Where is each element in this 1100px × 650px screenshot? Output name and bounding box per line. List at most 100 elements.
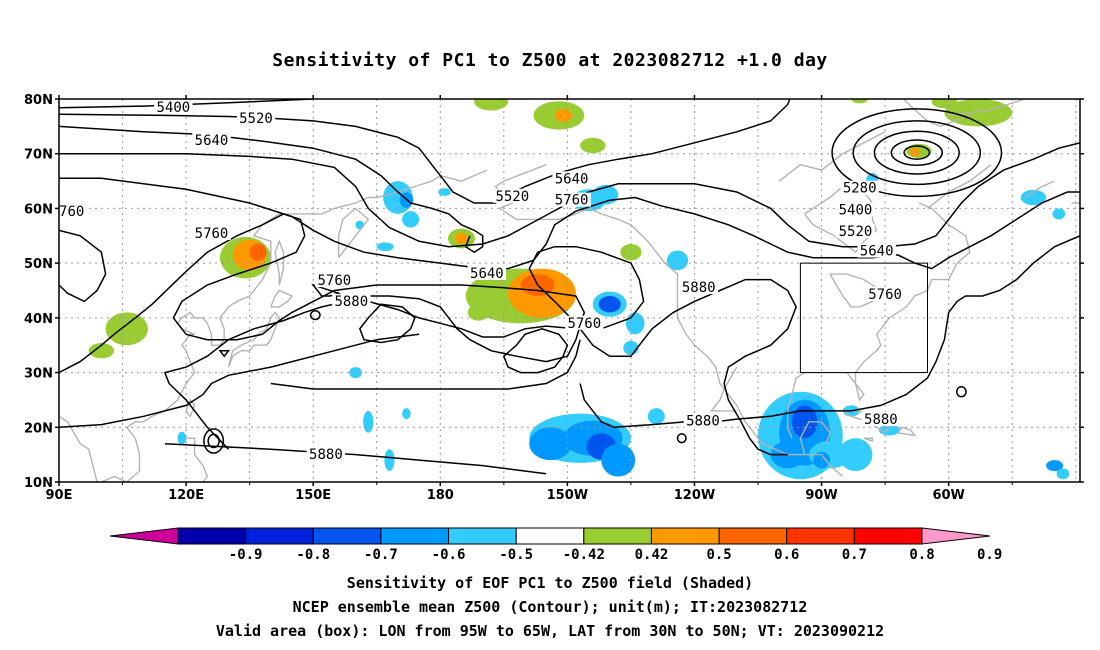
- sensitivity-patch: [105, 312, 148, 346]
- lat-tick-label: 50N: [24, 257, 53, 272]
- colorbar-label: 0.42: [635, 547, 669, 563]
- sensitivity-shading: [88, 99, 1070, 480]
- sensitivity-patch: [944, 99, 1013, 127]
- coastline: [799, 421, 831, 455]
- colorbar-end-high: [921, 527, 991, 545]
- contour-label-text: 5280: [843, 181, 877, 197]
- sensitivity-patch: [467, 304, 490, 321]
- contour-label: 5760: [865, 286, 905, 303]
- coastline: [948, 99, 1026, 117]
- lon-tick-label: 120E: [168, 488, 204, 503]
- contour-label-text: 5760: [51, 204, 85, 220]
- sensitivity-patch: [402, 408, 411, 420]
- z500-contour-line: [59, 229, 107, 303]
- colorbar-segment: [245, 527, 314, 545]
- colorbar-label: -0.8: [296, 547, 330, 563]
- contour-label-text: 5880: [864, 412, 898, 428]
- z500-contour-line: [502, 328, 569, 374]
- colorbar-segment: [380, 527, 450, 545]
- lon-tick-label: 120W: [674, 488, 715, 503]
- coastline: [778, 131, 886, 182]
- contour-label-text: 5760: [567, 316, 601, 332]
- coastline: [863, 437, 874, 442]
- contour-label: 5760: [565, 315, 604, 332]
- z500-contour-line: [873, 130, 960, 175]
- contour-label-bg: [493, 188, 532, 203]
- contour-label-bg: [192, 226, 231, 241]
- sensitivity-patch: [598, 295, 621, 313]
- colorbar-label: 0.5: [706, 547, 731, 563]
- colorbar-end-low: [109, 527, 179, 545]
- contour-label: 5520: [236, 111, 276, 127]
- colorbar-label: -0.6: [432, 547, 466, 563]
- z500-contour-line: [203, 428, 225, 454]
- valid-area-rect: [799, 262, 928, 374]
- contour-label-bg: [332, 293, 371, 308]
- caption-shading: Sensitivity of EOF PC1 to Z500 field (Sh…: [346, 574, 754, 592]
- sensitivity-patch: [601, 443, 636, 477]
- z500-contour-line: [309, 309, 321, 321]
- caption-contour: NCEP ensemble mean Z500 (Contour); unit(…: [292, 598, 808, 616]
- colorbar-label: -0.42: [563, 547, 605, 563]
- z500-contour-line: [59, 333, 420, 429]
- contour-label-text: 5760: [868, 287, 902, 303]
- coastline: [274, 239, 285, 286]
- contour-label-bg: [236, 111, 276, 126]
- contour-label-bg: [565, 315, 604, 330]
- contour-label-bg: [857, 243, 896, 258]
- sensitivity-patch: [402, 211, 420, 228]
- sensitivity-patch: [625, 312, 645, 335]
- coastline: [1024, 180, 1055, 199]
- coastline: [186, 437, 209, 482]
- caption-valid-area: Valid area (box): LON from 95W to 65W, L…: [215, 622, 885, 640]
- contour-label-text: 5760: [318, 273, 352, 289]
- contour-label-bg: [836, 202, 875, 217]
- contour-label-text: 5880: [334, 294, 368, 310]
- map-title: Sensitivity of PC1 to Z500 at 2023082712…: [272, 50, 828, 71]
- z500-contour-line: [852, 120, 982, 186]
- map-border: [58, 98, 1081, 483]
- sensitivity-patch: [851, 99, 869, 104]
- contour-label-text: 5520: [239, 111, 273, 127]
- z500-contour-line: [163, 245, 798, 456]
- contour-label-bg: [861, 412, 901, 427]
- contour-label-bg: [865, 286, 905, 301]
- z500-contour-line: [311, 283, 342, 297]
- sensitivity-patch: [1020, 189, 1047, 206]
- sensitivity-patch: [931, 99, 958, 109]
- contour-label: 5400: [836, 202, 875, 219]
- z500-contour-line: [579, 235, 1080, 429]
- z500-contour-line: [358, 303, 416, 344]
- lat-tick-label: 10N: [24, 476, 53, 491]
- colorbar-label: -0.5: [499, 547, 533, 563]
- contour-label: 5640: [552, 171, 591, 187]
- contour-label-bg: [59, 204, 87, 219]
- colorbar-segment: [786, 527, 855, 545]
- coastline: [897, 426, 917, 437]
- lon-tick-label: 180: [427, 488, 454, 503]
- contour-label-text: 5880: [309, 447, 343, 463]
- sensitivity-patch: [177, 431, 187, 445]
- valid-area-box: [799, 262, 928, 374]
- z500-contour-line: [59, 177, 1080, 270]
- colorbar-segment: [718, 527, 788, 545]
- contour-label: 5880: [861, 412, 901, 428]
- z500-contour-line: [59, 99, 791, 204]
- z500-contour-line: [676, 433, 687, 444]
- contour-label: 5640: [857, 243, 896, 260]
- z500-contour-line: [59, 125, 484, 254]
- contour-label-bg: [192, 133, 231, 148]
- z500-contour-line: [59, 213, 586, 374]
- contour-label-text: 5640: [860, 244, 894, 260]
- contour-label: 5520: [493, 188, 532, 205]
- contour-label: 5280: [840, 180, 879, 197]
- sensitivity-patch: [1046, 460, 1064, 472]
- contour-label-text: 5760: [555, 193, 589, 209]
- sensitivity-patch: [249, 243, 267, 261]
- colorbar-segment: [650, 527, 720, 545]
- z500-contours: 5400 5520 5640 5760 5760 5520 5640 5760 5760 5880…: [51, 99, 1080, 475]
- contour-label-text: 5520: [839, 224, 873, 240]
- z500-contour-line: [890, 139, 943, 166]
- sensitivity-patch: [474, 99, 509, 111]
- colorbar-label: -0.9: [229, 547, 263, 563]
